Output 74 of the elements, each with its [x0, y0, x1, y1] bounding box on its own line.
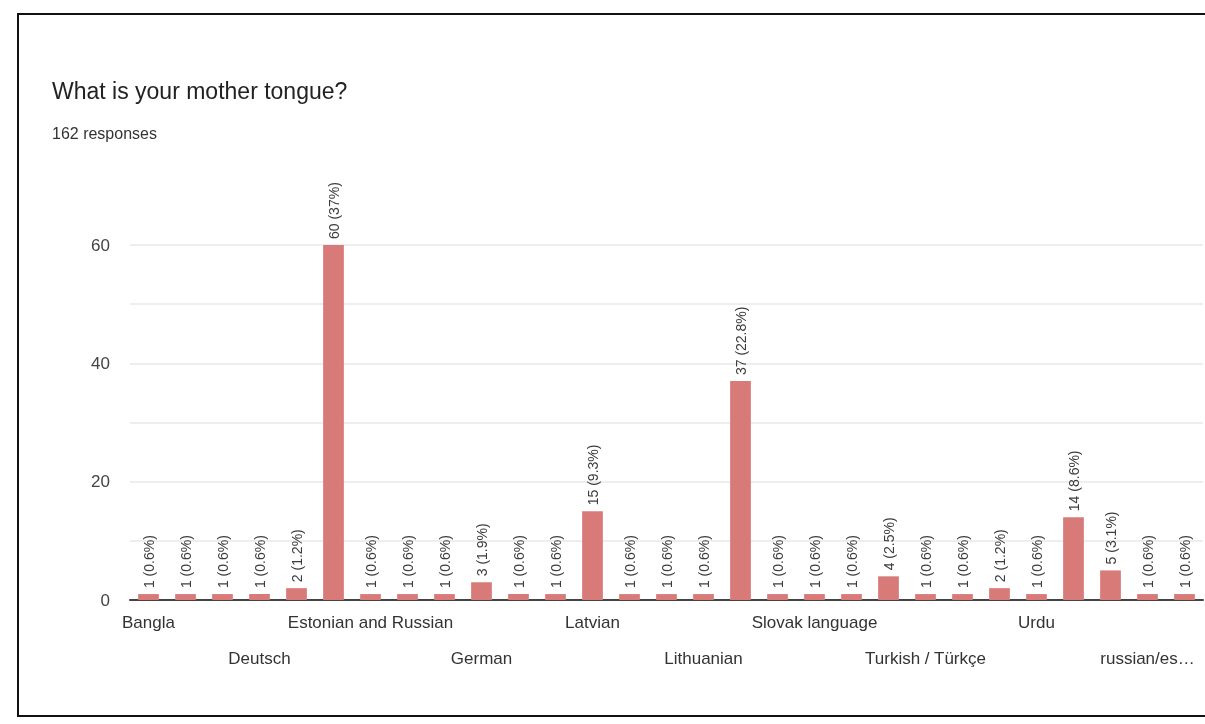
- x-tick-label: Turkish / Türkçe: [865, 649, 986, 668]
- bar: [508, 594, 529, 600]
- x-tick-label: Slovak language: [751, 613, 878, 632]
- data-label: 2 (1.2%): [288, 529, 305, 583]
- bar: [730, 381, 751, 600]
- data-label: 1 (0.6%): [436, 535, 453, 589]
- bar: [582, 511, 603, 600]
- y-tick-label: 0: [100, 590, 110, 610]
- x-tick-label: russian/es…: [1100, 649, 1195, 668]
- bar: [175, 594, 196, 600]
- data-label: 1 (0.6%): [251, 535, 268, 589]
- bar: [952, 594, 973, 600]
- bar: [286, 588, 307, 600]
- data-label: 1 (0.6%): [1176, 535, 1193, 589]
- data-label: 1 (0.6%): [362, 535, 379, 589]
- chart-title: What is your mother tongue?: [52, 77, 348, 104]
- bar: [915, 594, 936, 600]
- bar: [397, 594, 418, 600]
- bar: [1100, 570, 1121, 600]
- data-label: 5 (3.1%): [1102, 511, 1119, 565]
- x-tick-label: Estonian and Russian: [287, 613, 454, 632]
- y-tick-label: 40: [91, 353, 110, 373]
- x-tick-label: Bangla: [122, 613, 176, 632]
- bar: [1026, 594, 1047, 600]
- bar: [693, 594, 714, 600]
- data-label: 1 (0.6%): [621, 535, 638, 589]
- data-label: 3 (1.9%): [473, 523, 490, 577]
- bar: [249, 594, 270, 600]
- bar: [545, 594, 566, 600]
- bar: [841, 594, 862, 600]
- x-tick-label: Lithuanian: [664, 649, 743, 668]
- data-label: 2 (1.2%): [991, 529, 1008, 583]
- bar: [1174, 594, 1195, 600]
- bar: [471, 582, 492, 600]
- data-label: 1 (0.6%): [843, 535, 860, 589]
- data-label: 1 (0.6%): [806, 535, 823, 589]
- data-label: 1 (0.6%): [1139, 535, 1156, 589]
- bar: [656, 594, 677, 600]
- bar: [1137, 594, 1158, 600]
- bar: [804, 594, 825, 600]
- data-label: 1 (0.6%): [954, 535, 971, 589]
- data-label: 1 (0.6%): [917, 535, 934, 589]
- data-label: 37 (22.8%): [732, 306, 749, 376]
- bar: [323, 245, 344, 600]
- chart-subtitle: 162 responses: [52, 124, 157, 142]
- x-tick-label: Deutsch: [228, 649, 291, 668]
- x-tick-label: Latvian: [565, 613, 620, 632]
- bar: [619, 594, 640, 600]
- bar: [212, 594, 233, 600]
- data-label: 1 (0.6%): [1028, 535, 1045, 589]
- data-label: 14 (8.6%): [1065, 450, 1082, 512]
- bar: [878, 576, 899, 600]
- data-label: 15 (9.3%): [584, 444, 601, 506]
- x-tick-label: Urdu: [1018, 613, 1055, 632]
- bar: [138, 594, 159, 600]
- data-label: 60 (37%): [325, 182, 342, 239]
- data-label: 1 (0.6%): [140, 535, 157, 589]
- y-tick-label: 60: [91, 235, 110, 255]
- bar: [434, 594, 455, 600]
- data-label: 1 (0.6%): [510, 535, 527, 589]
- bar: [767, 594, 788, 600]
- bar: [360, 594, 381, 600]
- bar: [989, 588, 1010, 600]
- y-tick-label: 20: [91, 472, 110, 492]
- bar: [1063, 517, 1084, 600]
- data-label: 1 (0.6%): [695, 535, 712, 589]
- x-tick-label: German: [450, 649, 513, 668]
- data-label: 1 (0.6%): [177, 535, 194, 589]
- data-label: 1 (0.6%): [769, 535, 786, 589]
- data-label: 1 (0.6%): [547, 535, 564, 589]
- data-label: 1 (0.6%): [214, 535, 231, 589]
- data-label: 4 (2.5%): [880, 517, 897, 571]
- data-label: 1 (0.6%): [399, 535, 416, 589]
- data-label: 1 (0.6%): [658, 535, 675, 589]
